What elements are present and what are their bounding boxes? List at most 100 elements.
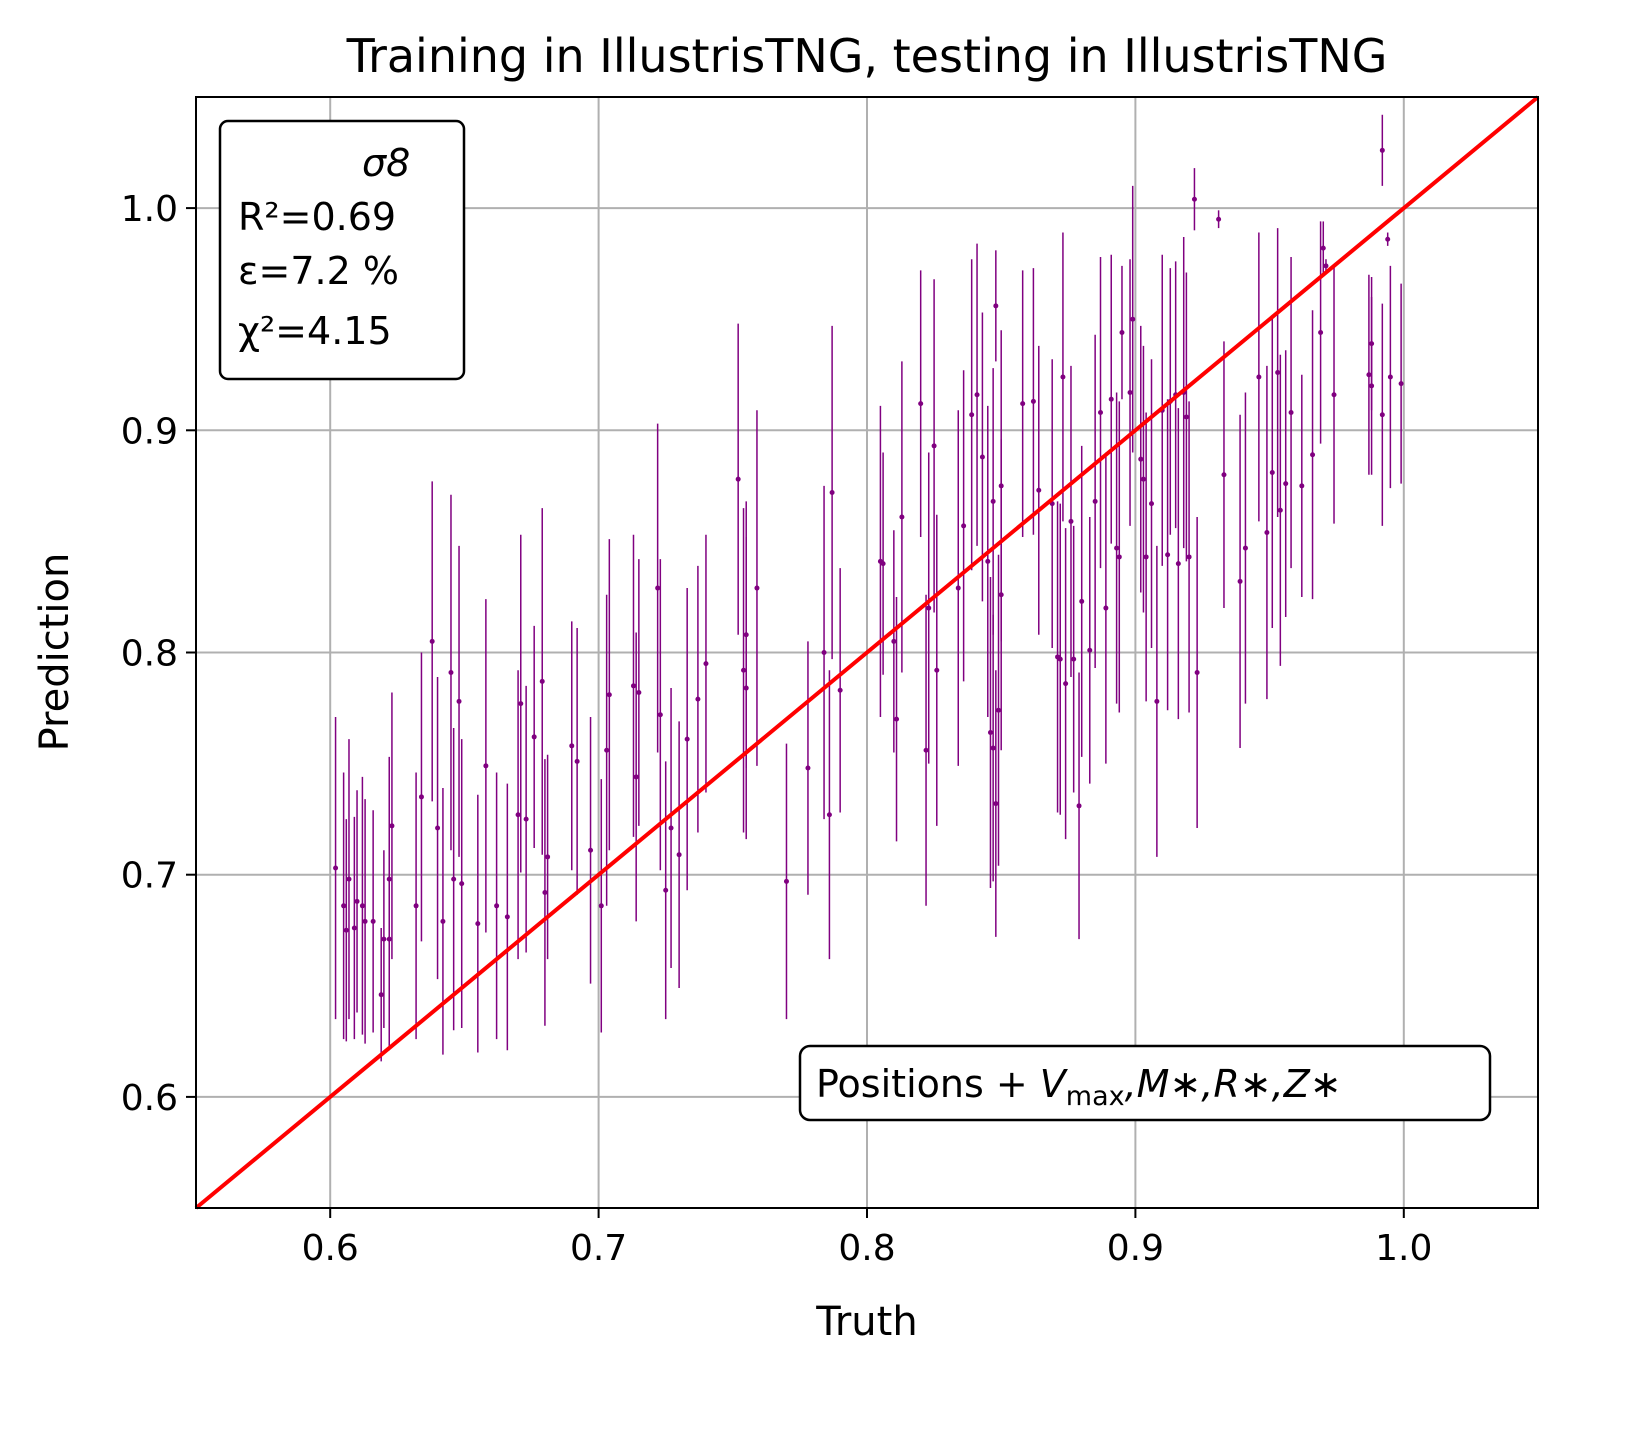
- data-point: [1237, 578, 1243, 584]
- y-tick-label: 0.8: [121, 634, 178, 675]
- data-point: [531, 734, 537, 740]
- data-point: [359, 903, 365, 909]
- data-point: [821, 650, 827, 655]
- data-point: [504, 914, 510, 920]
- data-point: [805, 765, 811, 771]
- data-point: [378, 992, 384, 998]
- data-point: [1060, 374, 1066, 380]
- annotation-box: Positions + Vmax,M∗,R∗,Z∗: [798, 1044, 1492, 1122]
- data-point: [1116, 554, 1122, 560]
- y-axis-label: Prediction: [32, 553, 78, 752]
- data-point: [955, 585, 961, 591]
- data-point: [606, 692, 612, 698]
- data-point: [969, 412, 975, 418]
- data-point: [1264, 530, 1270, 536]
- data-point: [1398, 381, 1404, 387]
- error-bars: [333, 114, 1404, 1062]
- data-point: [351, 925, 357, 931]
- data-point: [923, 747, 929, 753]
- data-point: [1143, 554, 1149, 560]
- data-point: [636, 689, 642, 695]
- data-point: [1165, 552, 1171, 558]
- data-point: [996, 707, 1002, 713]
- data-point: [483, 763, 489, 769]
- data-point: [1079, 598, 1085, 604]
- data-point: [993, 303, 999, 309]
- data-point: [880, 561, 886, 567]
- x-tick-label: 0.9: [1107, 1228, 1164, 1269]
- data-point: [545, 854, 551, 860]
- data-point: [1318, 330, 1324, 336]
- data-point: [459, 881, 465, 887]
- annotation-v-sub: max: [1066, 1081, 1125, 1112]
- data-point: [1385, 236, 1391, 242]
- data-point: [1068, 518, 1074, 524]
- data-point: [1071, 656, 1077, 662]
- stats-chi2: χ²=4.15: [238, 309, 392, 353]
- data-point: [979, 454, 985, 460]
- data-point: [370, 918, 376, 924]
- data-point: [918, 401, 924, 407]
- data-point: [1149, 501, 1155, 507]
- data-point: [743, 632, 749, 638]
- data-point: [1369, 341, 1375, 347]
- data-point: [754, 585, 760, 591]
- data-point: [346, 876, 352, 882]
- data-point: [418, 794, 424, 800]
- data-point: [837, 687, 843, 693]
- data-point: [1108, 396, 1114, 402]
- identity-line: [194, 95, 1540, 1210]
- data-point: [1283, 481, 1289, 487]
- annotation-text: Positions + Vmax,M∗,R∗,Z∗: [816, 1062, 1342, 1112]
- data-point: [1269, 470, 1275, 476]
- data-point: [990, 498, 996, 504]
- data-point: [655, 585, 661, 591]
- data-point: [1320, 245, 1326, 251]
- data-point: [657, 712, 663, 718]
- data-point: [630, 683, 636, 689]
- y-tick-label: 0.9: [121, 411, 178, 452]
- data-point: [1087, 647, 1093, 653]
- chart-title: Training in IllustrisTNG, testing in Ill…: [346, 29, 1388, 83]
- data-point: [542, 889, 548, 895]
- data-point: [362, 918, 368, 924]
- data-point: [1310, 452, 1316, 458]
- data-point: [343, 927, 349, 933]
- data-point: [1242, 545, 1248, 551]
- stats-box: σ8 R²=0.69 ε=7.2 % χ²=4.15: [218, 119, 466, 381]
- data-point: [1119, 330, 1125, 336]
- data-point: [1127, 390, 1133, 396]
- data-point: [1103, 605, 1109, 611]
- data-point: [1299, 483, 1305, 489]
- data-point: [389, 823, 395, 829]
- data-point: [703, 661, 709, 667]
- data-point: [333, 865, 339, 871]
- data-point: [829, 490, 835, 496]
- data-point: [684, 736, 690, 742]
- data-point: [1154, 698, 1160, 704]
- annotation-v: V: [1040, 1062, 1069, 1106]
- data-point: [518, 701, 524, 707]
- stats-r2: R²=0.69: [238, 195, 396, 239]
- data-point: [926, 605, 932, 611]
- data-point: [1036, 487, 1042, 493]
- data-point: [1186, 554, 1192, 560]
- data-point: [604, 747, 610, 753]
- data-point: [1114, 545, 1120, 551]
- x-axis-label: Truth: [815, 1299, 917, 1345]
- annotation-rest: ,M∗,R∗,Z∗: [1125, 1062, 1342, 1106]
- y-tick-label: 1.0: [121, 189, 178, 230]
- x-tick-label: 0.8: [838, 1228, 895, 1269]
- data-point: [1063, 681, 1069, 687]
- data-point: [1191, 196, 1197, 202]
- stats-parameter: σ8: [362, 141, 410, 185]
- data-point: [1098, 410, 1104, 416]
- data-point: [826, 812, 832, 818]
- data-point: [1183, 414, 1189, 420]
- data-point: [1256, 374, 1262, 380]
- stats-epsilon: ε=7.2 %: [238, 249, 399, 293]
- data-point: [341, 903, 347, 909]
- data-point: [1138, 456, 1144, 462]
- data-point: [934, 667, 940, 673]
- data-point: [1092, 498, 1098, 504]
